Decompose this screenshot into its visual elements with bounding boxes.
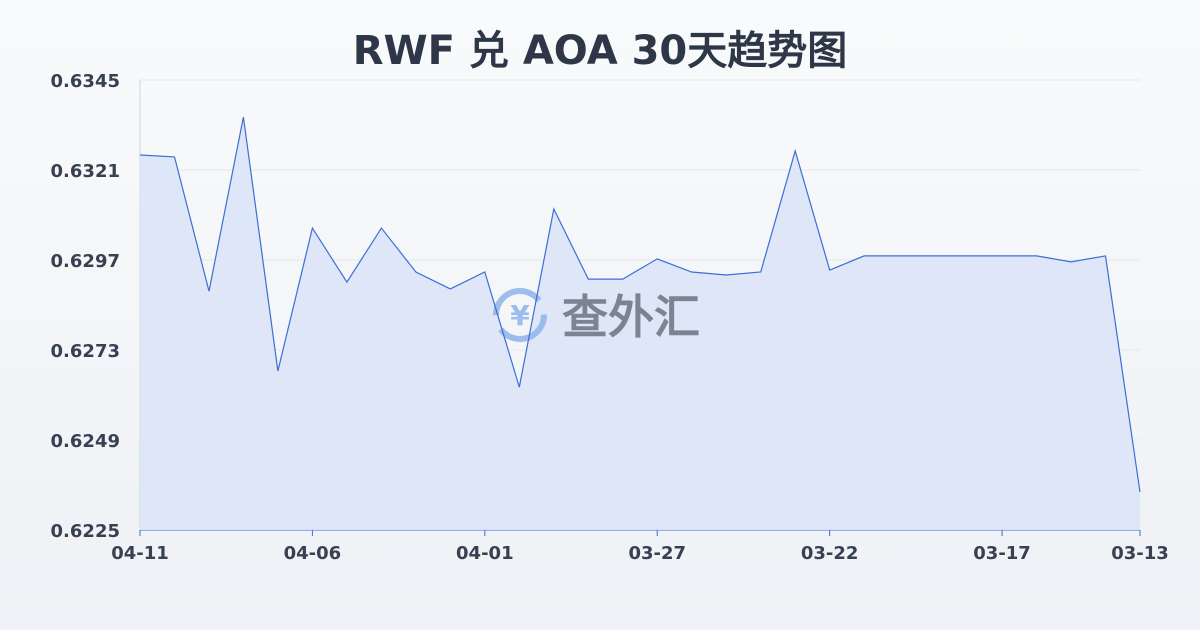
x-tick-label: 03-13 — [1111, 543, 1169, 564]
y-tick-label: 0.6297 — [51, 251, 120, 272]
x-tick-label: 04-11 — [111, 543, 169, 564]
series-line — [139, 116, 1141, 493]
watermark-text: 查外汇 — [562, 290, 700, 344]
x-tick-label: 03-17 — [973, 543, 1031, 564]
y-tick-label: 0.6273 — [51, 341, 120, 362]
area-fill — [140, 117, 1140, 530]
y-tick-label: 0.6249 — [51, 431, 120, 452]
chart-title: RWF 兑 AOA 30天趋势图 — [352, 28, 848, 74]
x-tick-label: 03-22 — [801, 543, 859, 564]
x-tick-label: 04-01 — [456, 543, 514, 564]
x-tick-label: 04-06 — [284, 543, 342, 564]
svg-text:¥: ¥ — [510, 299, 530, 332]
y-tick-label: 0.6345 — [51, 71, 120, 92]
y-tick-label: 0.6225 — [51, 521, 120, 542]
y-tick-label: 0.6321 — [51, 161, 120, 182]
watermark-logo: ¥ 查外汇 — [493, 288, 700, 344]
x-tick-label: 03-27 — [628, 543, 686, 564]
